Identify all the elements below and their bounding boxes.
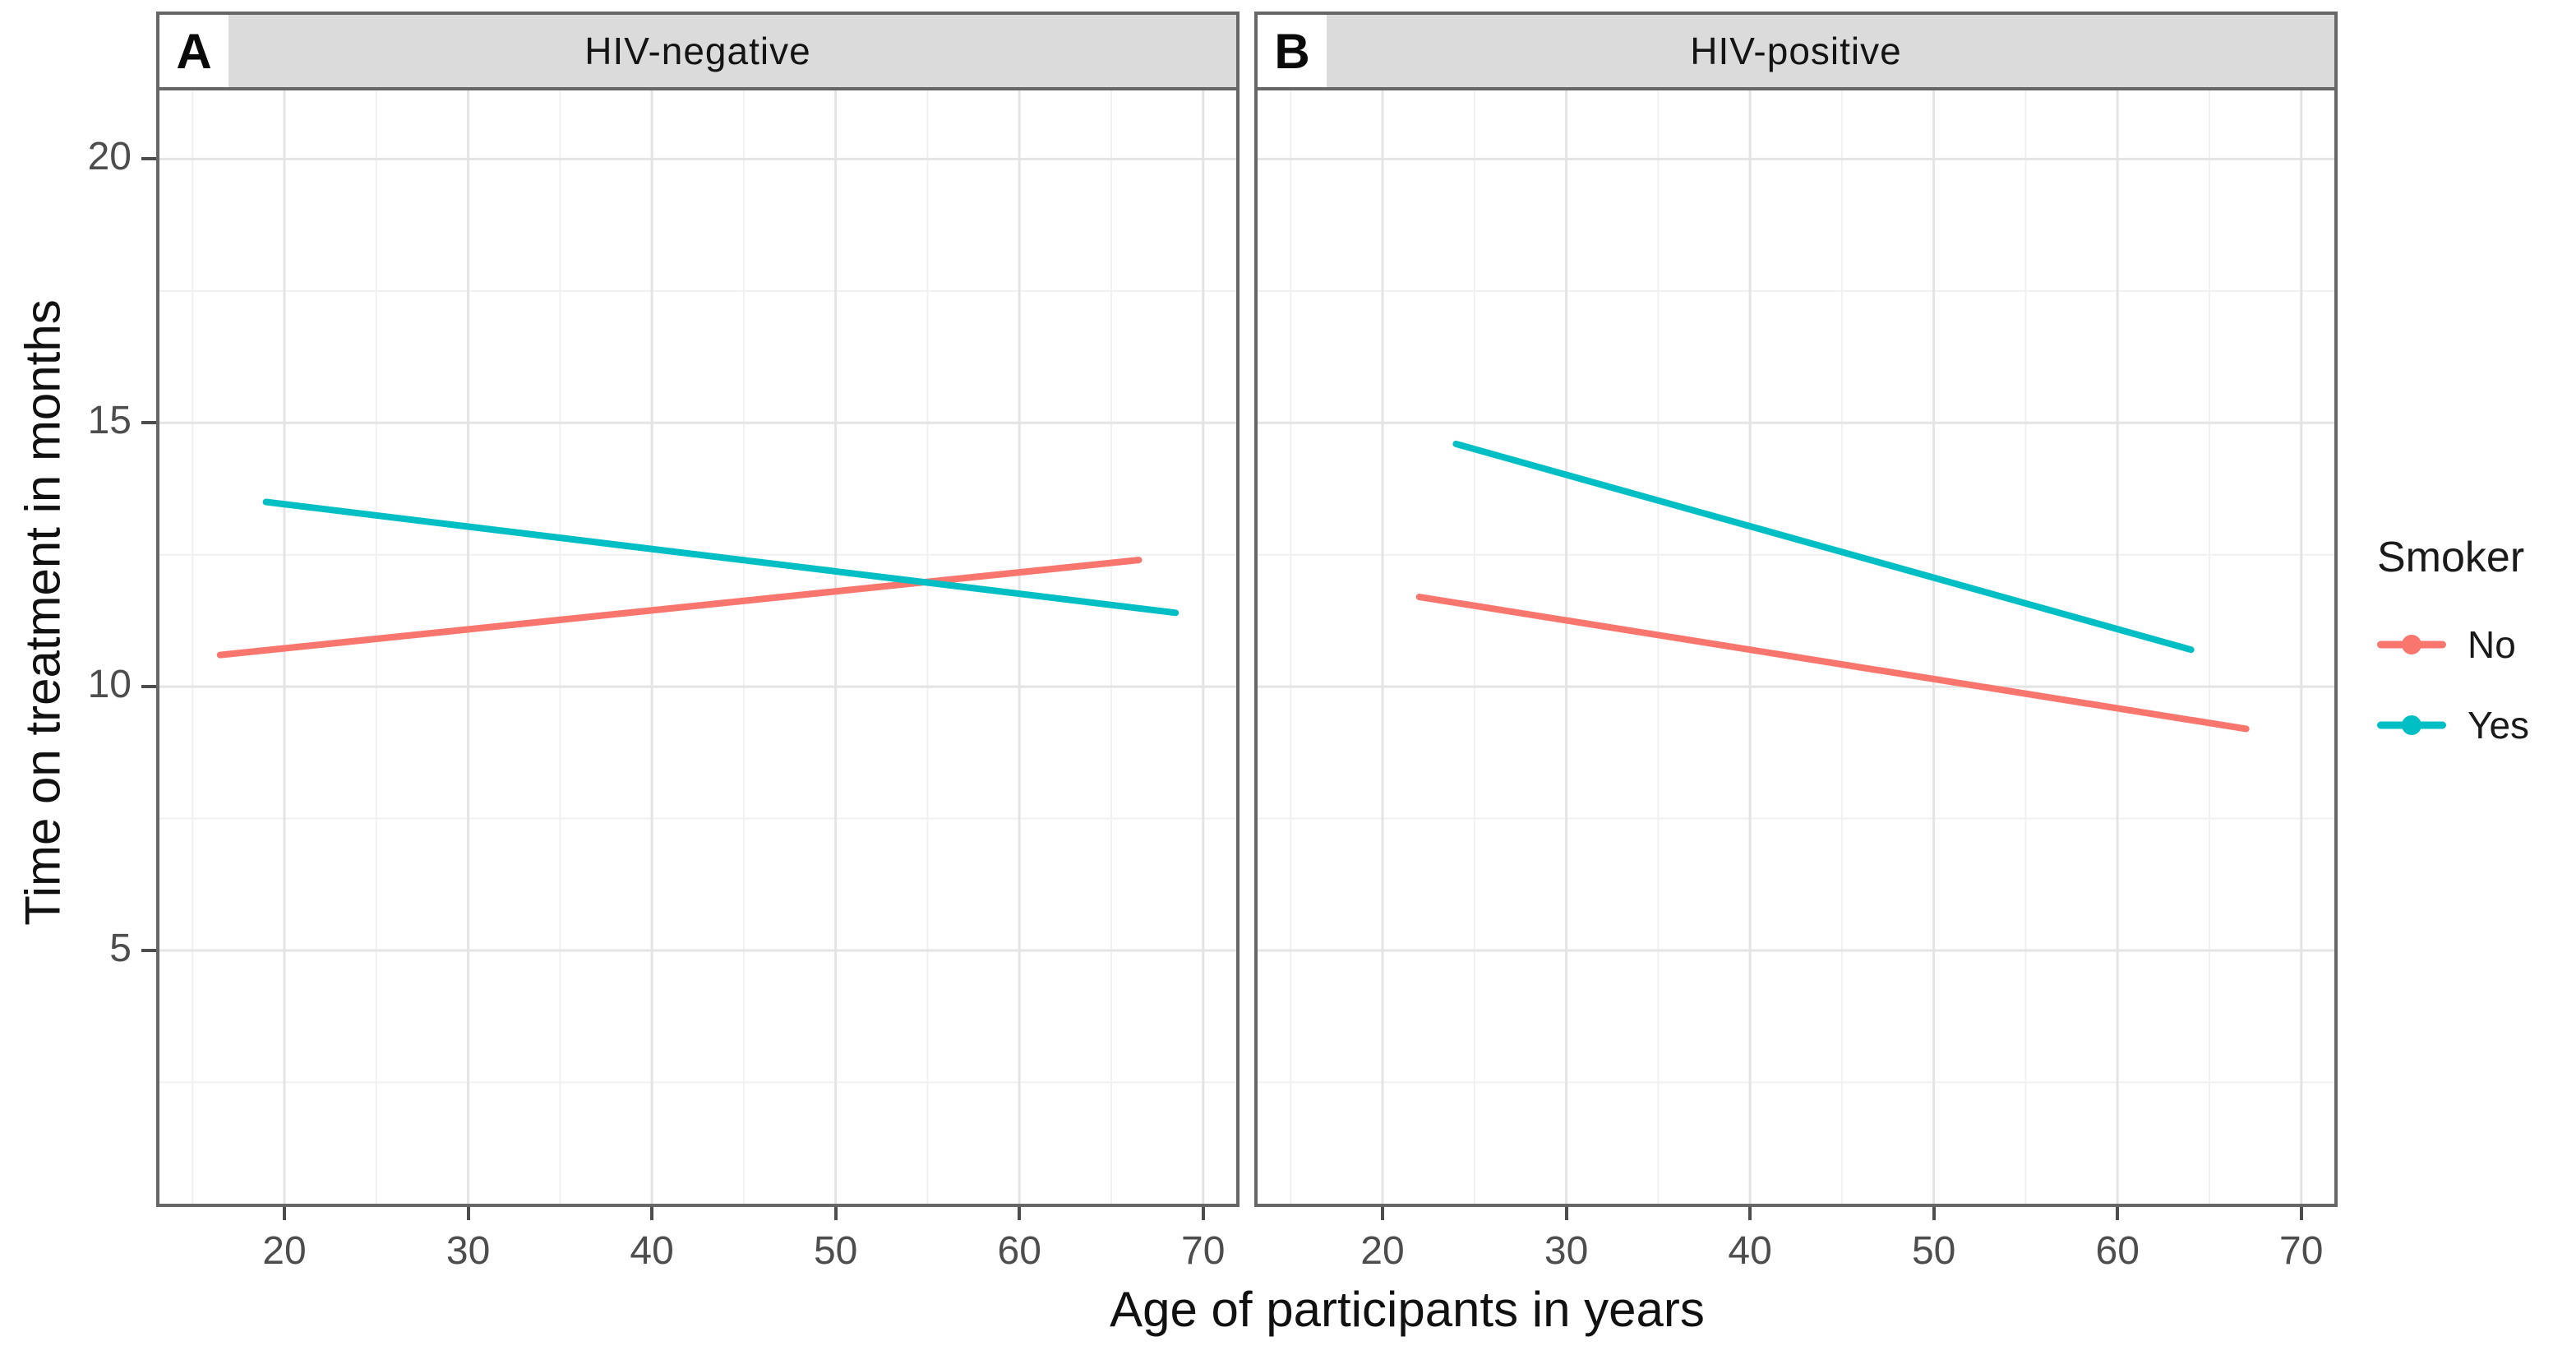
x-tick-label: 30 [1544,1229,1589,1273]
series-line-no [216,557,1143,659]
x-tick-label: 70 [1181,1229,1226,1273]
x-tick-label: 70 [2279,1229,2324,1273]
y-axis-title: Time on treatment in months [15,299,71,926]
x-tick-mark [283,1207,286,1220]
series-line-no [1415,594,2250,733]
y-tick-mark [141,948,156,952]
plot-svg [1258,90,2334,1204]
y-tick-label: 20 [87,135,132,179]
series-line-yes [1452,440,2195,654]
line-point-key-icon [2377,618,2446,671]
panel-tag-box: B [1258,15,1327,87]
x-tick-label: 60 [997,1229,1041,1273]
y-tick-label: 15 [87,399,132,443]
legend-label: No [2468,623,2516,666]
facet-panel-hiv-positive: HIV-positive B [1254,12,2338,1207]
x-tick-mark [466,1207,470,1220]
y-tick-mark [141,421,156,425]
x-tick-mark [1381,1207,1384,1220]
y-tick-mark [141,157,156,161]
facet-label: HIV-negative [584,30,811,72]
x-tick-mark [650,1207,654,1220]
x-tick-mark [1748,1207,1752,1220]
panel-tag-letter: B [1274,23,1310,79]
x-tick-mark [833,1207,838,1220]
plot-area-hiv-negative [159,90,1236,1204]
x-tick-mark [1564,1207,1568,1220]
x-tick-mark [1018,1207,1022,1220]
x-tick-label: 40 [630,1229,674,1273]
legend-title: Smoker [2377,534,2525,581]
y-tick-label: 5 [109,926,132,970]
x-tick-mark [1932,1207,1936,1220]
legend-item-yes: Yes [2377,699,2574,751]
series-line-yes [262,498,1180,617]
legend-item-no: No [2377,618,2574,671]
legend: Smoker No Yes [2377,533,2574,779]
facet-strip-hiv-negative: HIV-negative A [159,15,1236,90]
plot-area-hiv-positive [1258,90,2334,1204]
x-axis-title: Age of participants in years [1110,1282,1705,1337]
panel-tag-letter: A [176,23,212,79]
line-point-key-icon [2377,699,2446,751]
facet-panel-hiv-negative: HIV-negative A [156,12,1240,1207]
facet-strip-hiv-positive: HIV-positive B [1258,15,2334,90]
facet-label: HIV-positive [1690,30,1902,72]
plot-svg [159,90,1236,1204]
x-tick-mark [2299,1207,2303,1220]
panel-tag-box: A [159,15,229,87]
x-tick-label: 50 [813,1229,858,1273]
legend-label: Yes [2468,704,2530,747]
x-tick-label: 30 [445,1229,491,1273]
x-tick-label: 20 [262,1229,307,1273]
x-tick-label: 40 [1728,1229,1772,1273]
x-tick-mark [2116,1207,2120,1220]
x-tick-label: 50 [1911,1229,1956,1273]
y-tick-mark [141,685,156,689]
y-tick-label: 10 [87,663,132,707]
x-tick-mark [1201,1207,1205,1220]
x-tick-label: 20 [1360,1229,1405,1273]
x-tick-label: 60 [2095,1229,2140,1273]
